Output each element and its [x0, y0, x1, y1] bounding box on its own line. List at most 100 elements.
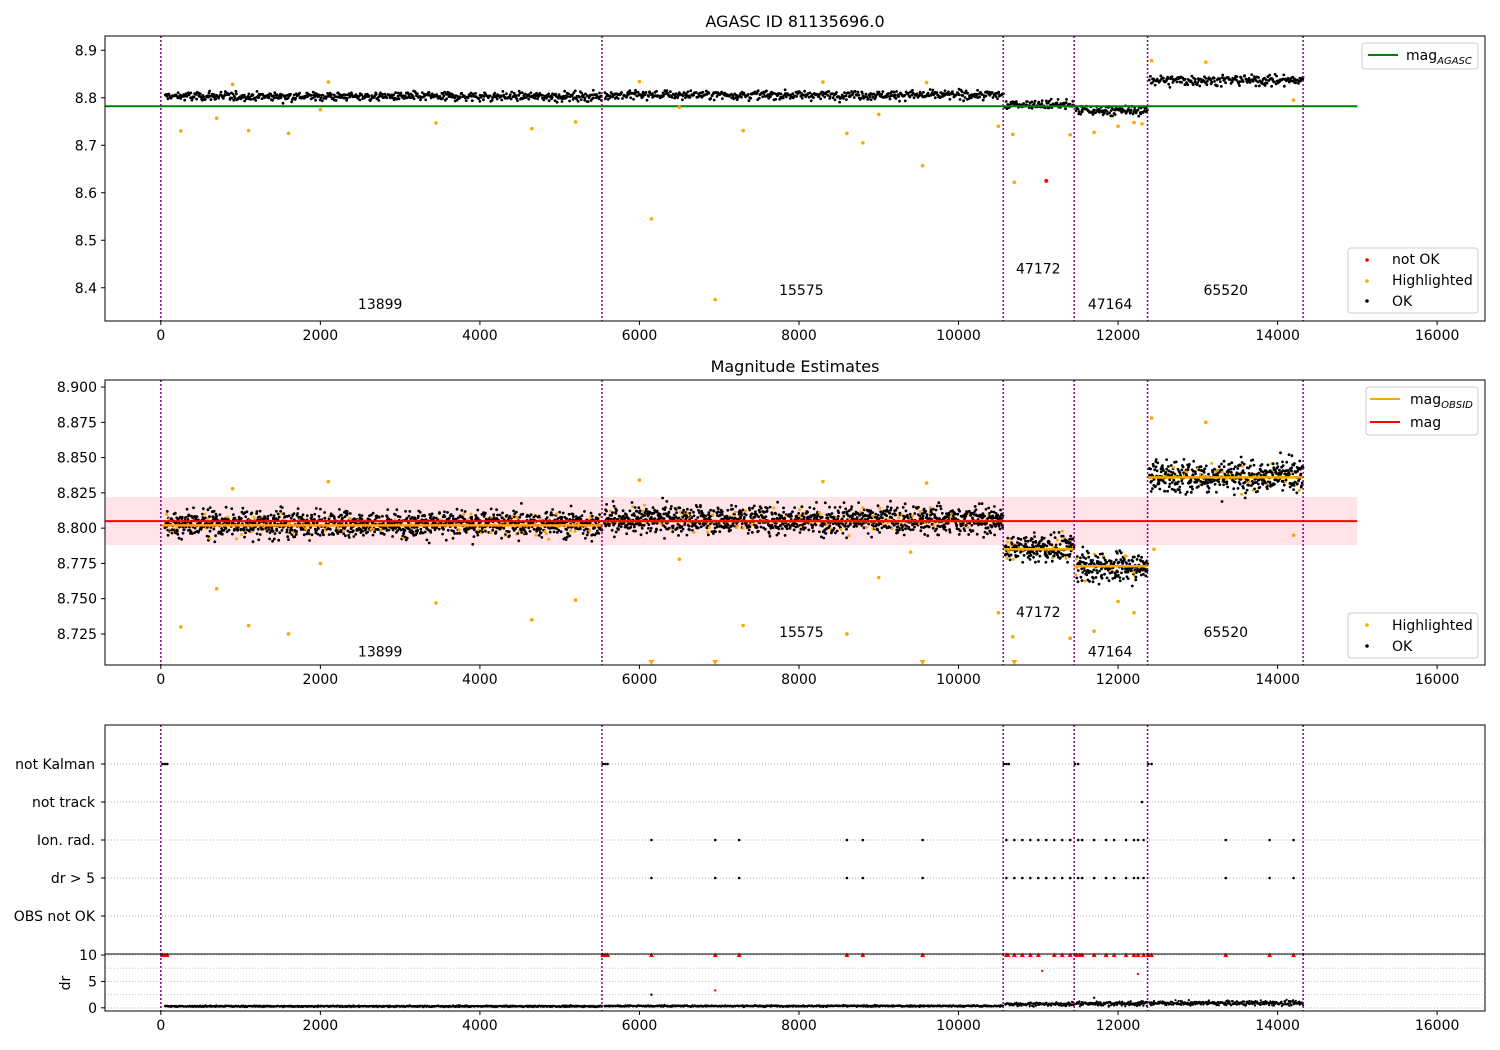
ok-point: [1128, 562, 1132, 566]
ok-point: [1162, 76, 1165, 80]
ok-point: [847, 509, 851, 513]
ok-point: [1173, 472, 1177, 476]
ok-point: [585, 94, 589, 98]
ok-point: [427, 541, 431, 545]
ok-point: [1222, 465, 1226, 469]
ok-point: [555, 100, 559, 104]
ok-point: [501, 511, 504, 515]
ok-point: [756, 89, 760, 93]
ok-point: [455, 507, 459, 511]
ok-point: [882, 509, 886, 513]
ok-point: [272, 96, 276, 100]
ok-point: [1162, 469, 1165, 472]
highlighted-point: [649, 217, 654, 221]
ok-point: [1129, 108, 1133, 112]
ok-point: [319, 96, 323, 100]
ok-point: [1159, 74, 1163, 78]
highlighted-point: [637, 79, 642, 84]
ok-point: [670, 505, 673, 508]
ok-point: [170, 517, 174, 521]
ok-point: [875, 516, 879, 519]
ok-point: [539, 527, 543, 531]
ok-point: [276, 512, 280, 516]
ok-point: [759, 525, 763, 529]
ok-point: [1213, 467, 1216, 471]
highlighted-point: [861, 506, 865, 510]
ok-point: [1037, 100, 1041, 104]
ok-point: [908, 95, 912, 99]
ok-point: [635, 510, 639, 513]
ok-point: [307, 532, 311, 536]
ok-point: [412, 97, 416, 101]
ok-point: [1026, 539, 1030, 543]
ok-point: [561, 97, 565, 100]
ok-point: [1154, 458, 1158, 461]
ok-point: [520, 502, 523, 505]
ok-point: [845, 536, 848, 540]
ok-point: [1019, 538, 1023, 541]
ok-point: [560, 100, 564, 103]
ok-point: [971, 516, 974, 520]
highlighted-point: [203, 512, 207, 516]
ok-point: [217, 96, 221, 100]
not-ok-point: [1044, 178, 1049, 183]
ok-point: [580, 91, 584, 95]
ok-point: [1081, 545, 1085, 549]
ok-point: [1004, 100, 1008, 103]
ok-point: [909, 528, 912, 532]
ok-point: [1054, 543, 1058, 547]
ok-point: [230, 96, 234, 100]
ok-point: [281, 101, 285, 105]
ok-point: [838, 100, 841, 104]
ok-point: [963, 96, 967, 99]
ok-point: [502, 526, 506, 530]
ok-point: [911, 88, 914, 92]
ok-point: [1273, 80, 1276, 84]
ok-point: [1266, 75, 1270, 78]
ok-point: [862, 526, 866, 530]
highlighted-point: [1083, 579, 1087, 583]
ok-point: [685, 533, 689, 537]
ok-point: [625, 532, 629, 536]
ok-point: [809, 99, 813, 103]
ok-point: [566, 532, 570, 536]
ok-point: [386, 508, 390, 511]
ok-point: [843, 91, 846, 94]
ok-point: [865, 95, 869, 99]
ok-point: [629, 525, 633, 529]
ok-point: [967, 533, 971, 536]
ok-point: [610, 514, 613, 517]
ok-point: [986, 526, 990, 530]
ok-point: [419, 527, 423, 531]
ok-point: [1220, 462, 1223, 466]
ok-point: [446, 528, 450, 532]
ok-point: [779, 92, 783, 96]
ok-point: [442, 94, 446, 98]
ok-point: [876, 513, 880, 517]
ok-point: [208, 89, 212, 93]
ok-point: [1135, 558, 1139, 561]
ok-point: [561, 511, 565, 515]
ok-point: [537, 533, 541, 537]
ok-point: [557, 529, 561, 532]
ok-point: [757, 515, 761, 519]
ok-point: [233, 96, 237, 100]
ok-point: [791, 92, 795, 96]
highlighted-point: [741, 128, 745, 133]
ok-point: [684, 92, 688, 96]
highlighted-point: [932, 524, 936, 528]
ok-point: [740, 513, 744, 517]
ok-point: [423, 530, 427, 534]
highlighted-point: [1074, 557, 1078, 561]
ok-point: [1194, 472, 1197, 476]
ok-point: [625, 94, 629, 98]
ok-point: [581, 532, 585, 535]
ok-point: [781, 522, 785, 526]
ok-point: [640, 93, 643, 96]
ok-point: [403, 529, 407, 532]
ok-point: [190, 532, 194, 535]
ok-point: [241, 95, 245, 99]
ok-point: [1291, 75, 1295, 79]
ok-point: [889, 499, 892, 503]
ok-point: [565, 528, 569, 531]
